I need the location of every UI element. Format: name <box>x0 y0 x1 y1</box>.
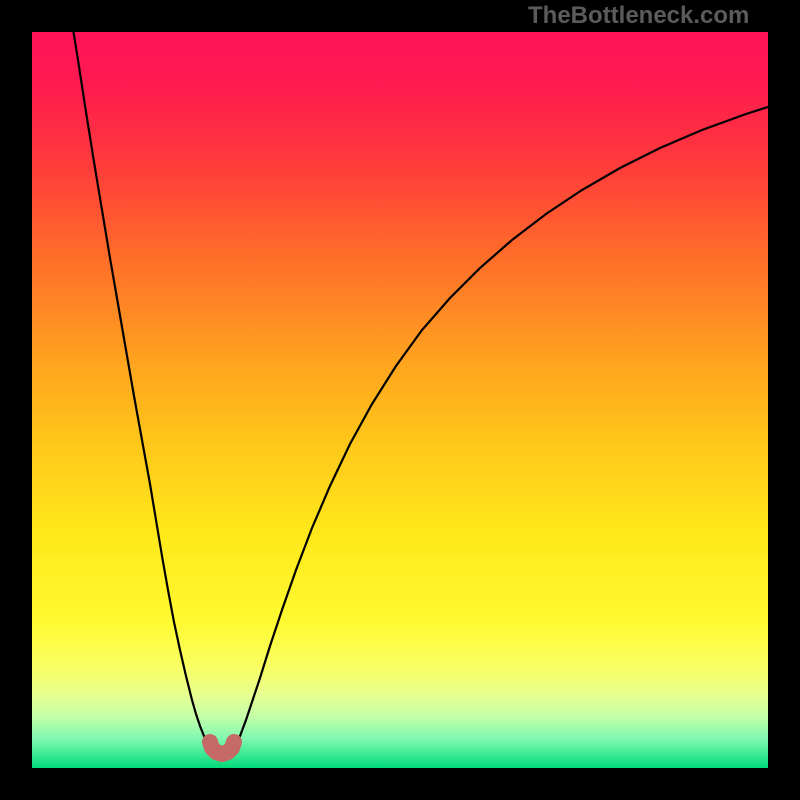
watermark-text: TheBottleneck.com <box>528 2 749 30</box>
plot-background <box>32 32 768 768</box>
chart-canvas: { "watermark": { "text": "TheBottleneck.… <box>0 0 800 800</box>
bottleneck-plot <box>0 0 800 800</box>
